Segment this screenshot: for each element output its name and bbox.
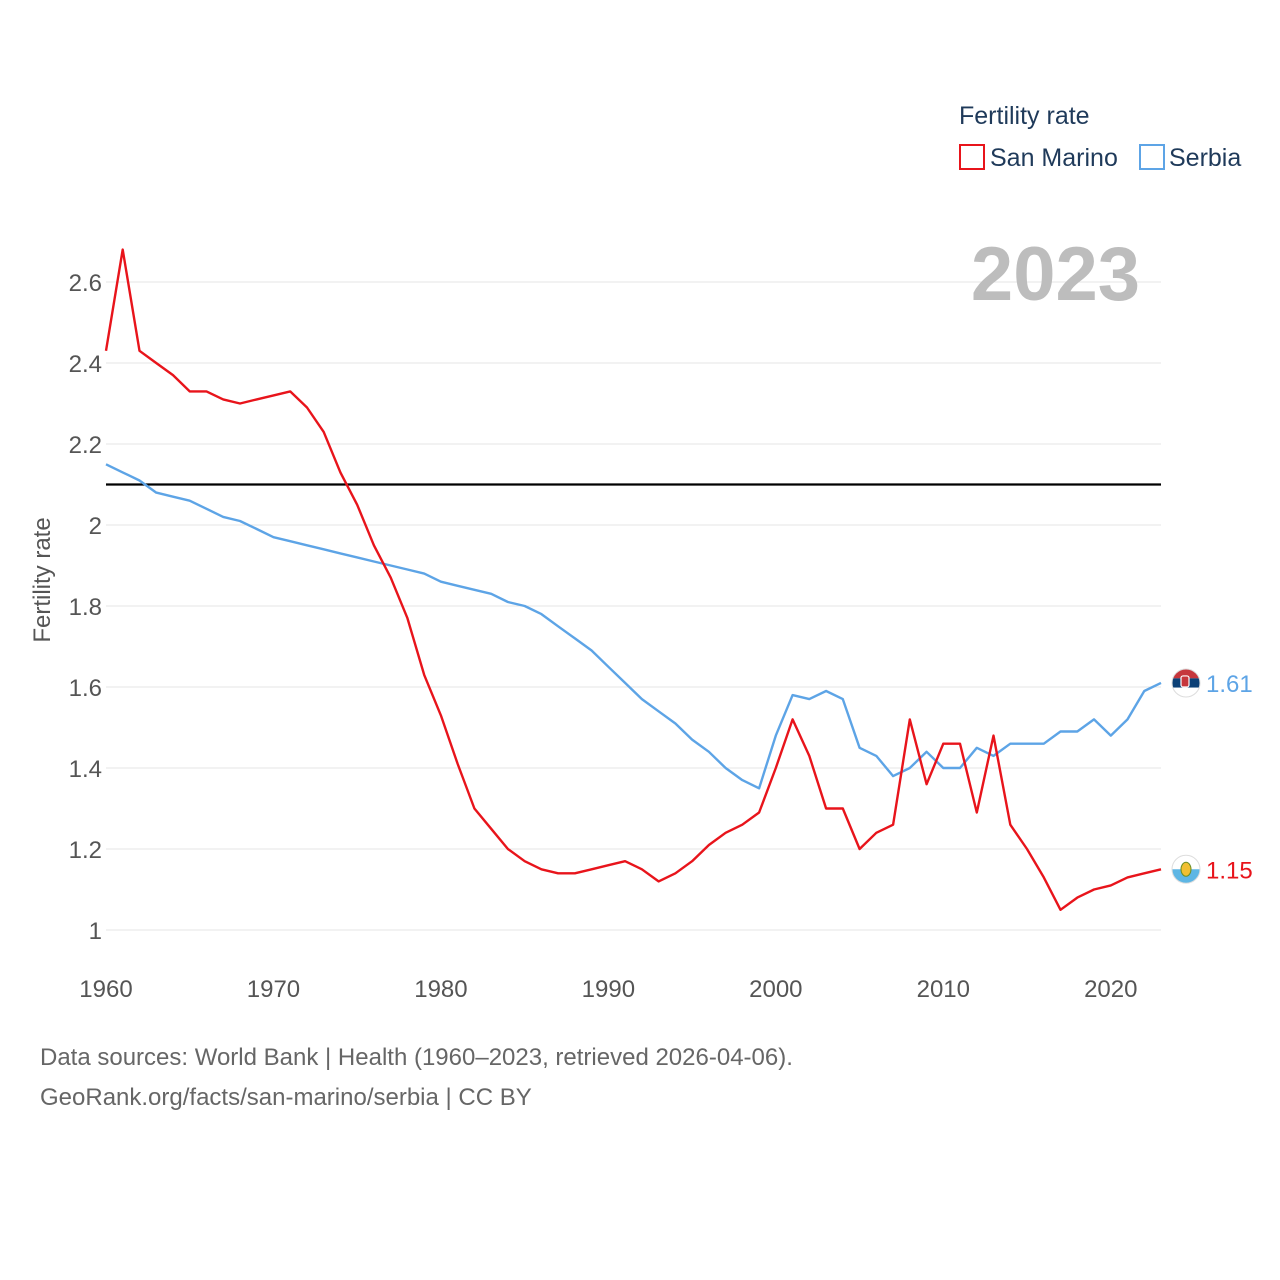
legend-swatch-serbia (1139, 144, 1165, 170)
series-lines (104, 248, 1162, 911)
legend-swatch-san-marino (959, 144, 985, 170)
x-tick-label: 1960 (79, 976, 132, 1003)
x-tick-label: 2000 (749, 976, 802, 1003)
y-tick-label: 2.6 (69, 270, 102, 297)
legend-title: Fertility rate (959, 102, 1090, 130)
x-tick-label: 2010 (917, 976, 970, 1003)
x-tick-label: 1990 (582, 976, 635, 1003)
year-label: 2023 (971, 232, 1140, 317)
footer-credit: GeoRank.org/facts/san-marino/serbia | CC… (40, 1084, 532, 1111)
series-end-markers: 1.15 1.61 (1171, 668, 1253, 884)
legend-label-serbia: Serbia (1169, 144, 1241, 172)
y-tick-label: 1.6 (69, 675, 102, 702)
footer-source: Data sources: World Bank | Health (1960–… (40, 1044, 793, 1071)
x-axis-ticks: 1960 1970 1980 1990 2000 2010 2020 (79, 976, 1137, 1003)
y-tick-label: 1.8 (69, 594, 102, 621)
y-tick-label: 1.2 (69, 837, 102, 864)
end-value-label: 1.61 (1206, 671, 1253, 698)
y-tick-label: 2 (89, 513, 102, 540)
y-axis-ticks: 1 1.2 1.4 1.6 1.8 2 2.2 2.4 2.6 (69, 270, 102, 945)
y-tick-label: 2.4 (69, 351, 102, 378)
series-line-serbia (105, 463, 1162, 790)
y-tick-label: 2.2 (69, 432, 102, 459)
y-tick-label: 1 (89, 918, 102, 945)
x-tick-label: 2020 (1084, 976, 1137, 1003)
x-tick-label: 1970 (247, 976, 300, 1003)
san-marino-flag-icon (1171, 854, 1201, 884)
legend-label-san-marino: San Marino (990, 144, 1118, 172)
y-axis-title: Fertility rate (29, 517, 56, 642)
x-tick-label: 1980 (414, 976, 467, 1003)
grid-lines (106, 281, 1161, 931)
end-value-label: 1.15 (1206, 857, 1253, 884)
legend-item-san-marino[interactable]: San Marino (959, 144, 1118, 172)
y-tick-label: 1.4 (69, 756, 102, 783)
serbia-flag-icon (1171, 668, 1201, 698)
legend: Fertility rate San Marino Serbia (959, 102, 1241, 172)
legend-item-serbia[interactable]: Serbia (1139, 144, 1241, 172)
series-line-san-marino (104, 248, 1162, 911)
